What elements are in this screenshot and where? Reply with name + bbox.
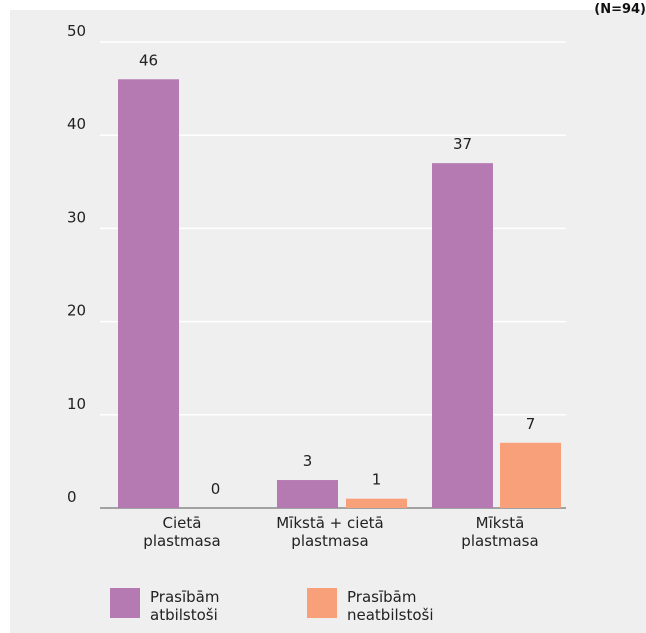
legend-label-line: atbilstoši (150, 606, 218, 624)
data-label-s1-c0: 0 (211, 480, 221, 498)
y-tick-label-10: 10 (67, 395, 86, 413)
legend-label-line: Prasībām (347, 588, 417, 606)
legend-label-compliant: Prasībām atbilstoši (150, 588, 260, 624)
bar-s1-c1 (346, 498, 407, 508)
legend-swatch-noncompliant (307, 588, 337, 618)
y-tick-label-40: 40 (67, 115, 86, 133)
legend-swatch-compliant (110, 588, 140, 618)
bar-s1-c2 (500, 442, 561, 508)
category-label-2-line-0: Mīkstā (476, 514, 525, 532)
data-label-s1-c1: 1 (372, 471, 382, 489)
legend-item-compliant: Prasībām atbilstoši (110, 588, 260, 624)
y-tick-label-30: 30 (67, 208, 86, 226)
bar-s0-c0 (118, 79, 179, 508)
data-label-s1-c2: 7 (526, 415, 536, 433)
category-label-0-line-1: plastmasa (143, 532, 220, 550)
category-label-2-line-1: plastmasa (461, 532, 538, 550)
category-label-1-line-0: Mīkstā + cietā (276, 514, 384, 532)
chart-panel: (N=94) 0 10 20 30 40 50 46 3 37 0 1 7 Cietā plastmasa… (10, 2, 646, 633)
legend-label-noncompliant: Prasībām neatbilstoši (347, 588, 457, 624)
bar-s0-c2 (432, 163, 493, 508)
data-label-s0-c0: 46 (139, 51, 158, 69)
y-tick-label-20: 20 (67, 302, 86, 320)
category-label-0-line-0: Cietā (163, 514, 202, 532)
category-label-1-line-1: plastmasa (291, 532, 368, 550)
data-label-s0-c1: 3 (303, 452, 313, 470)
y-tick-label-0: 0 (67, 488, 77, 506)
legend-label-line: neatbilstoši (347, 606, 434, 624)
legend-item-noncompliant: Prasībām neatbilstoši (307, 588, 457, 624)
bar-chart: 0102030405046337017CietāplastmasaMīkstā … (67, 22, 566, 550)
y-tick-label-50: 50 (67, 22, 86, 40)
bar-s0-c1 (277, 480, 338, 508)
legend-label-line: Prasībām (150, 588, 220, 606)
sample-size-note: (N=94) (594, 2, 646, 17)
data-label-s0-c2: 37 (453, 135, 472, 153)
